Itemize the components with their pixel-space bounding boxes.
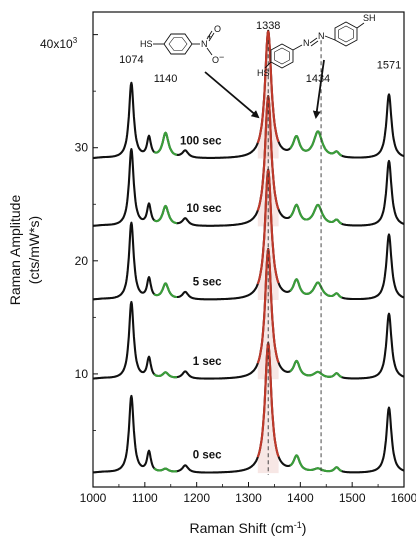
spectrum-line-4: [92, 29, 405, 160]
peak-labels: 1074 1140 1338 1434 1571: [119, 20, 401, 85]
time-label-2: 5 sec: [193, 277, 222, 289]
time-label-1: 1 sec: [193, 356, 222, 368]
spectrum-line-2: [92, 168, 405, 301]
spectrum-line-0: [92, 341, 405, 474]
x-tick-label-1400: 1400: [287, 491, 314, 505]
x-tick-label-1100: 1100: [132, 491, 158, 505]
red-peak-1338-3: [256, 95, 280, 211]
mol-left-bond-o1: [206, 30, 213, 40]
x-tick-label-1600: 1600: [391, 491, 416, 505]
x-tick-label-1000: 1000: [80, 491, 107, 505]
mol-right-bond-n2: [324, 35, 336, 41]
green-band-1140-2: [153, 282, 177, 299]
green-band-1140-4: [153, 131, 178, 156]
red-peak-1338-4: [256, 30, 280, 144]
green-band-1434-3: [289, 203, 343, 225]
green-band-1434-2: [289, 278, 343, 299]
reference-lines: [267, 40, 322, 475]
green-band-1434-1: [289, 359, 343, 379]
mol-left-sh: HS: [140, 39, 153, 49]
y-tick-label-10000: 10: [75, 367, 89, 381]
mol-right-bond-sh-right: [356, 22, 365, 29]
mol-right-bond-sh-left: [264, 61, 272, 69]
green-band-1434-0: [289, 454, 343, 473]
x-tick-label-1500: 1500: [339, 491, 366, 505]
mol-right-bond-nn-b: [310, 40, 319, 47]
peak-label-1338: 1338: [256, 20, 280, 32]
time-labels: 0 sec 1 sec 5 sec 10 sec 100 sec: [180, 135, 222, 461]
spectrum-line-3: [92, 95, 405, 227]
mol-right-sh-right: SH: [363, 13, 376, 23]
y-axis-title: Raman Amplitude: [7, 195, 23, 306]
mol-left-bond-o1b: [208, 32, 215, 42]
x-axis-title: Raman Shift (cm-1): [190, 520, 307, 536]
time-label-3: 10 sec: [186, 203, 222, 215]
y-multiplier-label: 40x103: [40, 36, 78, 51]
red-peak-1338-1: [256, 248, 280, 364]
mol-right-sh-left: HS: [257, 68, 270, 78]
green-band-1434-4: [289, 130, 343, 157]
red-fill-1338-4: [257, 30, 279, 159]
mol-left-o-bottom: O: [212, 55, 219, 65]
mol-left-ring: [163, 33, 193, 55]
mol-right-bond-nn: [309, 37, 318, 44]
molecule-nitrothiophenol: HS N + O O −: [140, 24, 224, 65]
peak-label-1571: 1571: [377, 60, 401, 72]
green-band-1140-1: [153, 371, 178, 379]
molecule-dimercaptoazobenzene: HS N N SH: [257, 13, 376, 78]
mol-left-bond-o2: [206, 47, 213, 56]
mol-right-bond-n1: [292, 44, 303, 51]
mol-right-ring-right-inner: [338, 25, 354, 43]
spectra-traces: [92, 29, 405, 474]
x-tick-label-1200: 1200: [183, 491, 210, 505]
x-axis-ticks: 1000 1100 1200 1300 1400 1500 1600: [80, 482, 416, 505]
peak-label-1140: 1140: [154, 73, 178, 85]
mol-right-ring-left-inner: [274, 47, 290, 65]
green-band-1140-0: [153, 467, 178, 473]
y-axis-units: (cts/mW*s): [26, 216, 42, 284]
y-tick-label-20000: 20: [75, 254, 89, 268]
mol-left-plus: +: [207, 32, 212, 42]
green-band-1140-3: [153, 204, 178, 225]
mol-left-n: N: [201, 39, 208, 49]
peak-label-1074: 1074: [119, 54, 143, 66]
time-label-4: 100 sec: [180, 135, 222, 147]
y-axis-ticks: 10 20 30: [75, 34, 98, 431]
plot-frame: [92, 11, 405, 488]
x-tick-label-1300: 1300: [235, 491, 262, 505]
arrow-nitro-to-1338: [204, 71, 260, 119]
arrow-azo-to-1434: [312, 59, 325, 119]
mol-left-minus: −: [219, 52, 224, 62]
mol-right-n1: N: [303, 38, 310, 48]
red-fill-1338-2: [257, 169, 279, 300]
spectrum-line-1: [92, 247, 405, 380]
y-tick-label-30000: 30: [75, 141, 89, 155]
time-label-0: 0 sec: [193, 450, 222, 462]
mol-right-n2: N: [318, 31, 325, 41]
mol-left-o-top: O: [214, 24, 221, 34]
mol-left-ring-inner: [168, 37, 188, 51]
peak-label-1434: 1434: [306, 73, 330, 85]
